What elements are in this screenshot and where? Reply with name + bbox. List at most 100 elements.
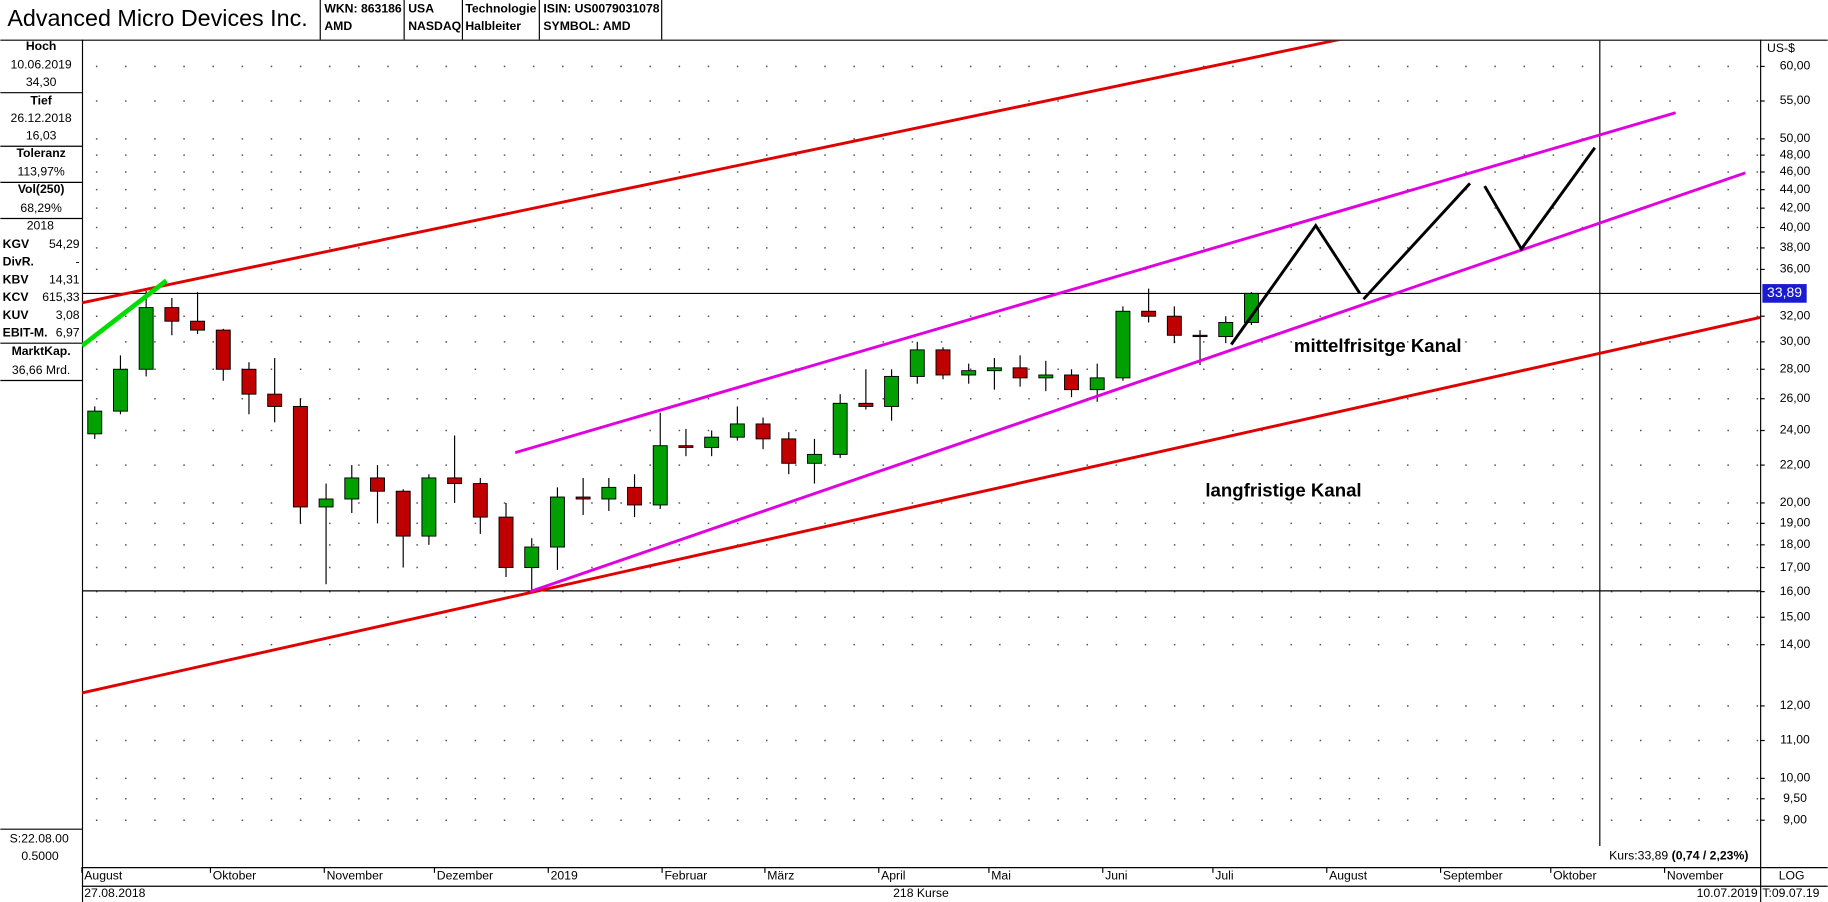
candle-body <box>1089 377 1105 391</box>
factor: 0.5000 <box>21 849 59 863</box>
candle-body <box>190 320 206 331</box>
x-tick-label: April <box>881 869 905 883</box>
y-tick-label: 36,00 <box>1780 262 1811 276</box>
s-date: S:22.08.00 <box>10 831 69 845</box>
y-tick-label: 18,00 <box>1780 537 1811 551</box>
isin: ISIN: US0079031078 <box>543 2 659 16</box>
stat-value: 16,03 <box>26 129 57 143</box>
y-tick-label: 12,00 <box>1780 698 1811 712</box>
candle-body <box>1038 374 1054 379</box>
ratio-value: 14,31 <box>49 272 80 286</box>
scale-label: LOG <box>1779 869 1805 883</box>
candle-body <box>627 486 642 506</box>
industry: Halbleiter <box>465 19 521 33</box>
candle-body <box>395 490 411 537</box>
candle-body <box>781 438 797 464</box>
candle-body <box>961 370 977 376</box>
candle-body <box>807 453 822 464</box>
y-tick-label: 32,00 <box>1780 308 1811 322</box>
candle-body <box>498 516 514 568</box>
stat-value: 10.06.2019 <box>11 57 72 71</box>
candle-body <box>909 349 925 377</box>
candle-body <box>652 445 668 506</box>
candle-body <box>755 423 771 440</box>
last-price-label: 33,89 <box>1767 284 1802 300</box>
candle-body <box>87 410 103 435</box>
quote-change: (0,74 / 2,23%) <box>1672 849 1749 863</box>
x-tick-label: März <box>767 869 794 883</box>
stat-value: 26.12.2018 <box>11 111 72 125</box>
ratio-value: - <box>76 255 80 269</box>
candle-body <box>986 367 1002 372</box>
candle-body <box>164 307 180 322</box>
count-label: 218 Kurse <box>893 886 949 900</box>
x-tick-label: Oktober <box>213 869 256 883</box>
y-tick-label: 48,00 <box>1780 147 1811 161</box>
annotation: mittelfrisitge Kanal <box>1294 335 1462 356</box>
trend-line <box>529 171 1746 593</box>
year: 2018 <box>27 218 54 232</box>
last-price-box <box>1762 284 1807 303</box>
trend-line <box>514 111 1677 455</box>
candle-body <box>472 483 488 518</box>
x-tick-label: Juli <box>1215 869 1233 883</box>
y-tick-label: 9,00 <box>1783 812 1807 826</box>
market-cap-label: MarktKap. <box>12 344 71 358</box>
y-tick-label: 10,00 <box>1780 771 1811 785</box>
candle-body <box>524 546 540 568</box>
y-tick-label: 38,00 <box>1780 240 1811 254</box>
candle-body <box>601 486 617 500</box>
candle-body <box>729 423 745 438</box>
y-unit: US-$ <box>1767 41 1795 55</box>
y-tick-label: 46,00 <box>1780 164 1811 178</box>
country: USA <box>408 2 434 16</box>
candle-body <box>1166 315 1182 336</box>
y-tick-label: 20,00 <box>1780 495 1811 509</box>
x-tick-label: Juni <box>1105 869 1127 883</box>
y-tick-label: 26,00 <box>1780 391 1811 405</box>
x-tick-label: Oktober <box>1553 869 1596 883</box>
candle-body <box>858 402 874 407</box>
candle-body <box>575 496 591 500</box>
candle-body <box>549 496 565 548</box>
stat-label: Toleranz <box>16 146 65 160</box>
y-tick-label: 28,00 <box>1780 361 1811 375</box>
candle-body <box>1012 367 1028 379</box>
candle-body <box>678 445 694 448</box>
candle-body <box>704 436 720 448</box>
y-tick-label: 44,00 <box>1780 182 1811 196</box>
candle-body <box>1192 334 1208 338</box>
candle-body <box>1141 310 1157 317</box>
y-tick-label: 11,00 <box>1780 733 1810 747</box>
y-tick-label: 14,00 <box>1780 637 1811 651</box>
trend-line <box>1362 182 1472 301</box>
time-label: T:09.07.19 <box>1762 886 1819 900</box>
quote: Kurs:33,89 (0,74 / 2,23%) <box>1609 849 1748 863</box>
stat-label: Vol(250) <box>18 182 65 196</box>
x-tick-label: November <box>1667 869 1723 883</box>
candle-body <box>138 307 154 370</box>
stat-value: 34,30 <box>26 75 57 89</box>
y-tick-label: 24,00 <box>1780 423 1811 437</box>
quote-price: Kurs:33,89 <box>1609 849 1668 863</box>
ratio-label: KGV <box>3 237 30 251</box>
stat-label: Hoch <box>26 39 57 53</box>
x-tick-label: August <box>1329 869 1368 883</box>
y-tick-label: 17,00 <box>1780 560 1811 574</box>
title: Advanced Micro Devices Inc. <box>7 5 307 31</box>
y-tick-label: 42,00 <box>1780 200 1811 214</box>
trend-line <box>81 316 1761 695</box>
y-tick-label: 50,00 <box>1780 131 1811 145</box>
y-tick-label: 60,00 <box>1780 59 1811 73</box>
x-tick-label: November <box>327 869 383 883</box>
candle-body <box>112 368 128 412</box>
x-tick-label: 2019 <box>551 869 578 883</box>
candle-body <box>421 477 437 537</box>
candle-body <box>267 393 283 407</box>
x-tick-label: September <box>1443 869 1503 883</box>
y-tick-label: 9,50 <box>1783 791 1807 805</box>
ratio-label: KUV <box>3 308 30 322</box>
candle-body <box>318 498 334 508</box>
